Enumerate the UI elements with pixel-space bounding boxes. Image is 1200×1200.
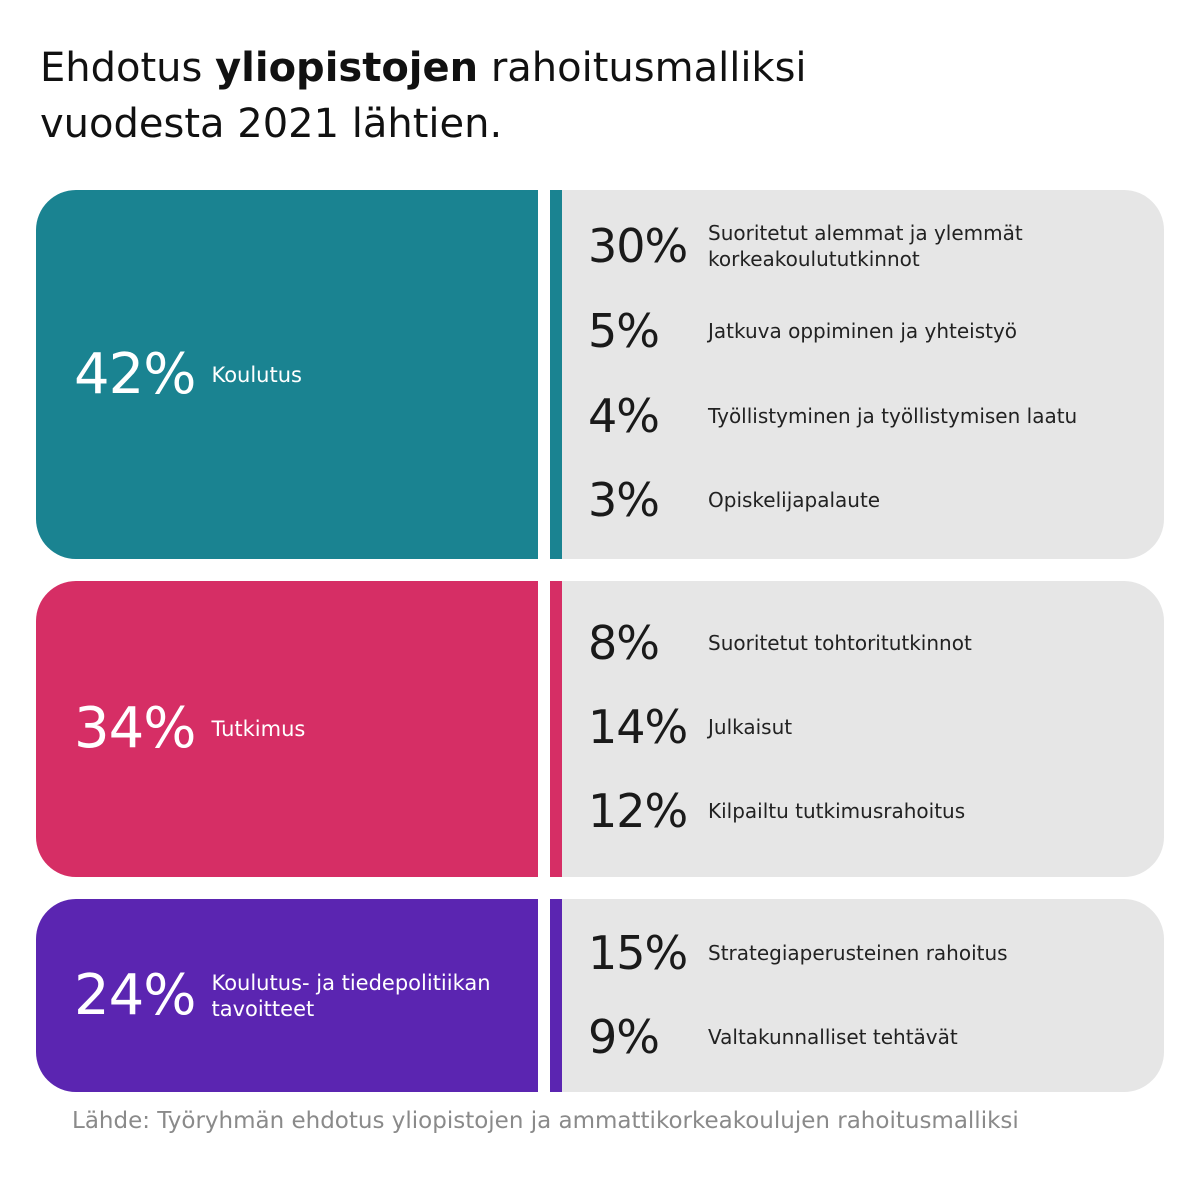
main-label: Koulutus- ja tiedepolitiikan tavoitteet xyxy=(211,970,491,1021)
detail-row: 15% Strategiaperusteinen rahoitus xyxy=(562,911,1164,995)
group-tavoitteet: 24% Koulutus- ja tiedepolitiikan tavoitt… xyxy=(36,899,1164,1092)
source-note: Lähde: Työryhmän ehdotus yliopistojen ja… xyxy=(72,1108,1019,1134)
detail-pct: 15% xyxy=(588,926,688,980)
detail-row: 4% Työllistyminen ja työllistymisen laat… xyxy=(562,374,1164,458)
group-koulutus: 42% Koulutus 30% Suoritetut alemmat ja y… xyxy=(36,190,1164,559)
detail-row: 8% Suoritetut tohtoritutkinnot xyxy=(562,601,1164,685)
title-part2: rahoitusmalliksi xyxy=(478,45,807,91)
detail-pct: 30% xyxy=(588,219,688,273)
detail-row: 14% Julkaisut xyxy=(562,685,1164,769)
main-pct: 34% xyxy=(74,696,196,761)
detail-panel: 8% Suoritetut tohtoritutkinnot 14% Julka… xyxy=(562,581,1164,877)
main-label: Tutkimus xyxy=(211,717,306,741)
detail-pct: 8% xyxy=(588,616,660,670)
detail-label: Opiskelijapalaute xyxy=(708,488,881,512)
title-line2: vuodesta 2021 lähtien. xyxy=(40,101,503,147)
divider xyxy=(550,190,562,559)
detail-pct: 14% xyxy=(588,700,688,754)
title-bold: yliopistojen xyxy=(215,45,479,91)
detail-row: 3% Opiskelijapalaute xyxy=(562,458,1164,542)
main-block: 42% Koulutus xyxy=(36,190,538,559)
detail-pct: 4% xyxy=(588,389,660,443)
divider xyxy=(550,899,562,1092)
detail-panel: 30% Suoritetut alemmat ja ylemmät korkea… xyxy=(562,190,1164,559)
detail-label: Jatkuva oppiminen ja yhteistyö xyxy=(708,319,1018,343)
title-part1: Ehdotus xyxy=(40,45,216,91)
detail-label: Suoritetut alemmat ja ylemmät korkeakoul… xyxy=(708,221,1023,271)
detail-label: Julkaisut xyxy=(708,715,793,739)
divider xyxy=(550,581,562,877)
group-tutkimus: 34% Tutkimus 8% Suoritetut tohtoritutkin… xyxy=(36,581,1164,877)
detail-panel: 15% Strategiaperusteinen rahoitus 9% Val… xyxy=(562,899,1164,1092)
detail-label: Suoritetut tohtoritutkinnot xyxy=(708,631,972,655)
detail-label: Kilpailtu tutkimusrahoitus xyxy=(708,799,966,823)
detail-row: 12% Kilpailtu tutkimusrahoitus xyxy=(562,769,1164,853)
detail-row: 30% Suoritetut alemmat ja ylemmät korkea… xyxy=(562,204,1164,288)
main-block: 24% Koulutus- ja tiedepolitiikan tavoitt… xyxy=(36,899,538,1092)
main-block: 34% Tutkimus xyxy=(36,581,538,877)
detail-pct: 3% xyxy=(588,473,660,527)
chart-title: Ehdotus yliopistojen rahoitusmalliksi vu… xyxy=(40,40,1140,152)
main-label: Koulutus xyxy=(211,362,302,387)
detail-pct: 12% xyxy=(588,784,688,838)
main-pct: 24% xyxy=(74,962,196,1028)
detail-label: Valtakunnalliset tehtävät xyxy=(708,1025,958,1049)
detail-pct: 9% xyxy=(588,1010,660,1064)
detail-pct: 5% xyxy=(588,304,660,358)
detail-row: 9% Valtakunnalliset tehtävät xyxy=(562,995,1164,1079)
detail-label: Työllistyminen ja työllistymisen laatu xyxy=(708,404,1078,428)
main-pct: 42% xyxy=(74,341,196,407)
detail-label: Strategiaperusteinen rahoitus xyxy=(708,941,1008,965)
detail-row: 5% Jatkuva oppiminen ja yhteistyö xyxy=(562,289,1164,373)
